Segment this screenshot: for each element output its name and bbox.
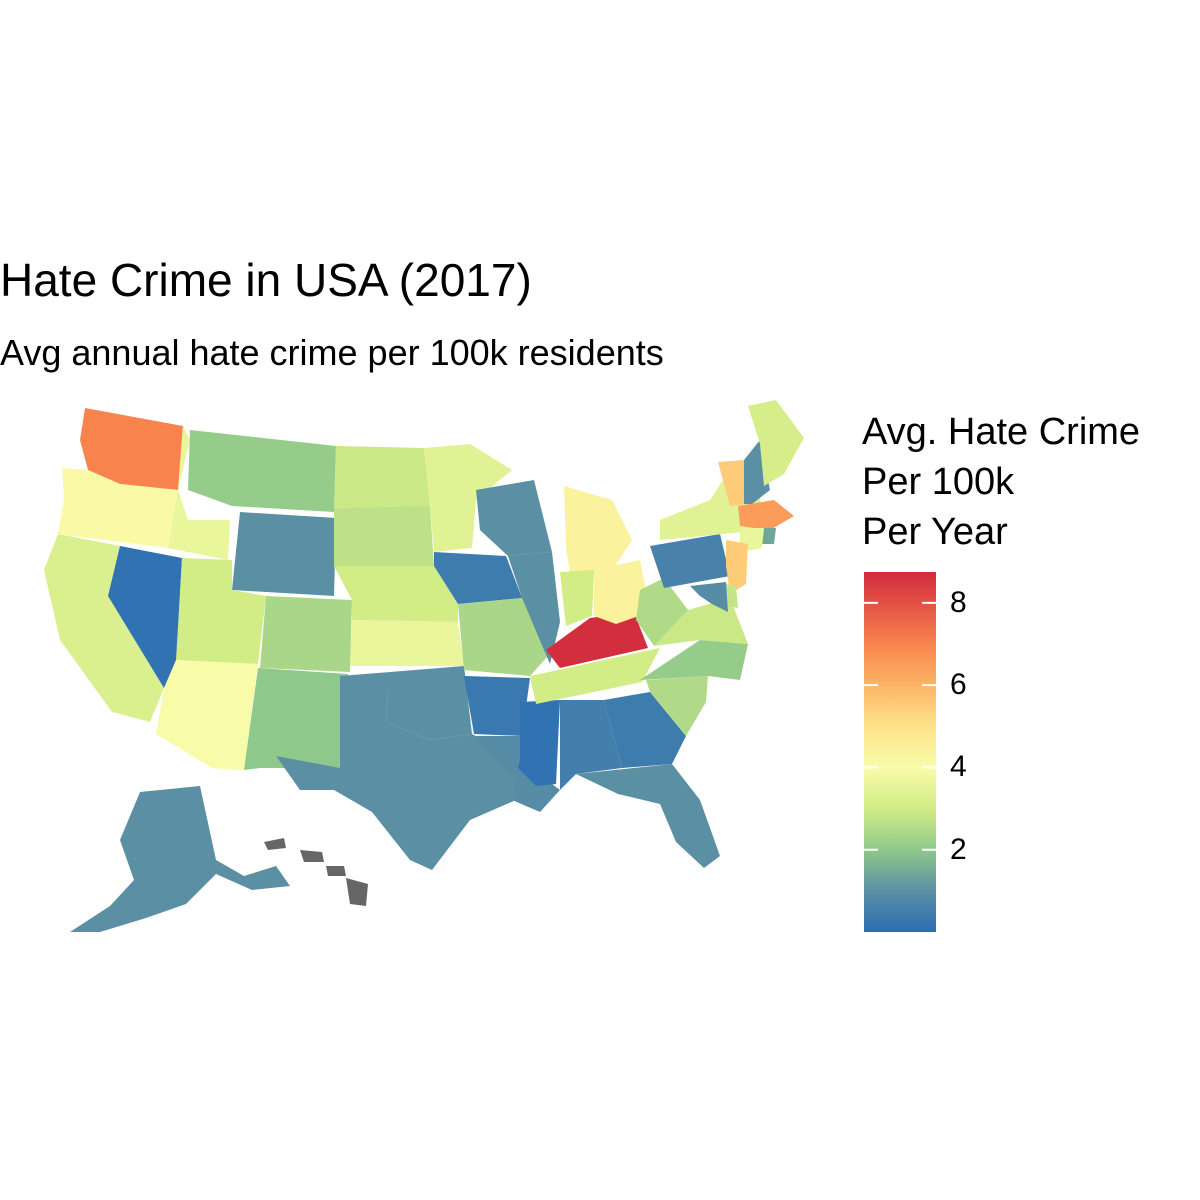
state-or (58, 468, 178, 548)
state-nh (744, 440, 770, 504)
map-title: Hate Crime in USA (2017) (0, 254, 532, 306)
state-md (690, 582, 728, 612)
state-sc (646, 676, 708, 736)
state-ky (546, 612, 648, 668)
state-wv (636, 578, 688, 646)
state-wi (476, 480, 552, 556)
state-ks (350, 620, 464, 666)
state-oh (594, 560, 650, 624)
state-az (156, 660, 258, 770)
state-nm (244, 668, 348, 770)
state-fl (576, 764, 720, 868)
state-ga (604, 692, 686, 768)
state-al (560, 700, 622, 790)
state-nj (726, 540, 748, 594)
state-pa (650, 534, 730, 588)
state-ms (518, 700, 560, 786)
state-ut (176, 558, 266, 664)
state-nv (108, 546, 182, 688)
state-ma (738, 500, 794, 530)
legend-tick-label: 2 (950, 832, 967, 866)
state-co (260, 596, 352, 672)
state-tn (530, 648, 660, 704)
state-ok (340, 666, 472, 740)
state-ar (464, 676, 530, 736)
state-ne (334, 566, 458, 622)
state-hi (264, 838, 368, 906)
legend-colorbar (864, 572, 936, 932)
state-vt (718, 460, 744, 506)
state-il (508, 552, 560, 664)
map-subtitle: Avg annual hate crime per 100k residents (0, 332, 664, 373)
state-la (474, 736, 560, 812)
state-ia (434, 552, 522, 604)
state-ca (44, 534, 164, 722)
legend-title-line-1: Avg. Hate Crime (862, 411, 1141, 453)
legend-tick-label: 4 (950, 750, 967, 784)
legend-tick-label: 8 (950, 585, 967, 619)
state-in (560, 570, 594, 626)
state-ri (762, 528, 776, 544)
state-mn (424, 444, 512, 552)
state-sd (334, 506, 434, 566)
state-wa (80, 408, 183, 490)
legend-title-line-3: Per Year (862, 511, 1008, 553)
state-nd (334, 446, 430, 508)
state-wy (232, 512, 336, 596)
legend-tick-label: 6 (950, 668, 967, 702)
state-tx (276, 690, 520, 870)
state-nc (640, 640, 748, 680)
state-mi (564, 486, 632, 584)
state-de (726, 584, 738, 608)
state-mt (188, 430, 336, 512)
state-mo (458, 598, 548, 676)
state-id (168, 426, 230, 560)
state-me (748, 400, 804, 486)
legend-title-line-2: Per 100k (862, 461, 1015, 503)
state-ak (70, 786, 290, 932)
